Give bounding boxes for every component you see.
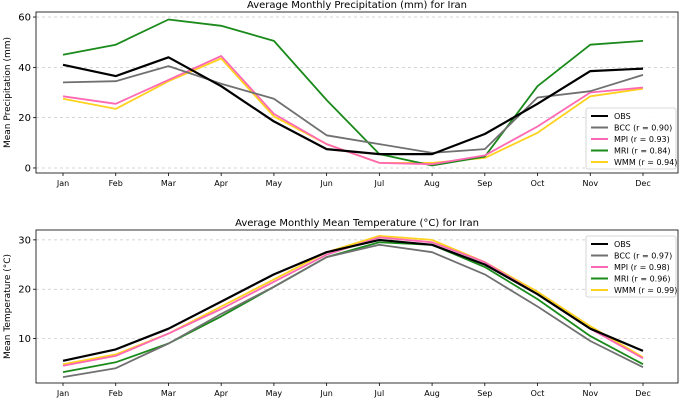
series-line-wmm — [63, 236, 643, 364]
x-tick-label: Nov — [582, 389, 598, 398]
y-tick-label: 0 — [25, 163, 31, 174]
x-tick-label: Oct — [531, 179, 545, 188]
x-tick-label: Jun — [319, 389, 333, 398]
series-line-wmm — [63, 59, 643, 163]
x-tick-label: Jan — [56, 179, 69, 188]
legend: OBS BCC (r = 0.90) MPI (r = 0.93) MRI (r = … — [586, 108, 677, 169]
legend-entry: OBS — [614, 112, 631, 121]
legend-entry: MRI (r = 0.84) — [614, 147, 671, 156]
chart-1: Average Monthly Precipitation (mm) for I… — [3, 0, 678, 188]
chart-title: Average Monthly Mean Temperature (°C) fo… — [235, 218, 479, 229]
x-tick-label: Sep — [477, 179, 492, 188]
x-tick-label: Jan — [56, 389, 69, 398]
x-tick-label: Feb — [109, 179, 123, 188]
series-line-bcc — [63, 245, 643, 377]
y-tick-label: 20 — [18, 285, 31, 296]
x-tick-label: Mar — [161, 179, 177, 188]
y-tick-label: 60 — [18, 13, 31, 24]
x-tick-label: Sep — [477, 389, 492, 398]
y-axis-label: Mean Temperature (°C) — [3, 254, 13, 359]
x-tick-label: Jul — [374, 389, 385, 398]
legend-entry: WMM (r = 0.94) — [614, 158, 677, 167]
x-tick-label: Mar — [161, 389, 177, 398]
y-tick-label: 20 — [18, 113, 31, 124]
x-tick-label: Feb — [109, 389, 123, 398]
series-line-mpi — [63, 237, 643, 365]
x-tick-label: Dec — [635, 179, 650, 188]
y-axis-label: Mean Precipitation (mm) — [3, 37, 13, 148]
chart-title: Average Monthly Precipitation (mm) for I… — [247, 0, 467, 11]
x-tick-label: Nov — [582, 179, 598, 188]
legend-entry: OBS — [614, 240, 631, 249]
chart-2: Average Monthly Mean Temperature (°C) fo… — [3, 218, 678, 398]
x-tick-label: Apr — [214, 389, 229, 398]
legend: OBS BCC (r = 0.97) MPI (r = 0.98) MRI (r = … — [586, 236, 677, 297]
series-line-bcc — [63, 66, 643, 153]
legend-entry: BCC (r = 0.97) — [614, 252, 672, 261]
x-tick-label: Oct — [531, 389, 545, 398]
x-tick-label: Apr — [214, 179, 229, 188]
legend-entry: WMM (r = 0.99) — [614, 286, 677, 295]
y-tick-label: 10 — [18, 334, 31, 345]
legend-entry: MRI (r = 0.96) — [614, 275, 671, 284]
x-tick-label: Aug — [424, 389, 440, 398]
x-tick-label: May — [266, 179, 283, 188]
x-tick-label: Aug — [424, 179, 440, 188]
series-line-obs — [63, 240, 643, 361]
y-tick-label: 40 — [18, 63, 31, 74]
x-tick-label: Dec — [635, 389, 650, 398]
y-tick-label: 30 — [18, 235, 31, 246]
legend-entry: MPI (r = 0.93) — [614, 135, 670, 144]
legend-entry: BCC (r = 0.90) — [614, 124, 672, 133]
legend-entry: MPI (r = 0.98) — [614, 263, 670, 272]
x-tick-label: Jul — [374, 179, 385, 188]
x-tick-label: Jun — [319, 179, 333, 188]
x-tick-label: May — [266, 389, 283, 398]
